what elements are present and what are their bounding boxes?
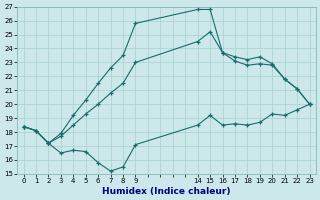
X-axis label: Humidex (Indice chaleur): Humidex (Indice chaleur): [102, 187, 231, 196]
